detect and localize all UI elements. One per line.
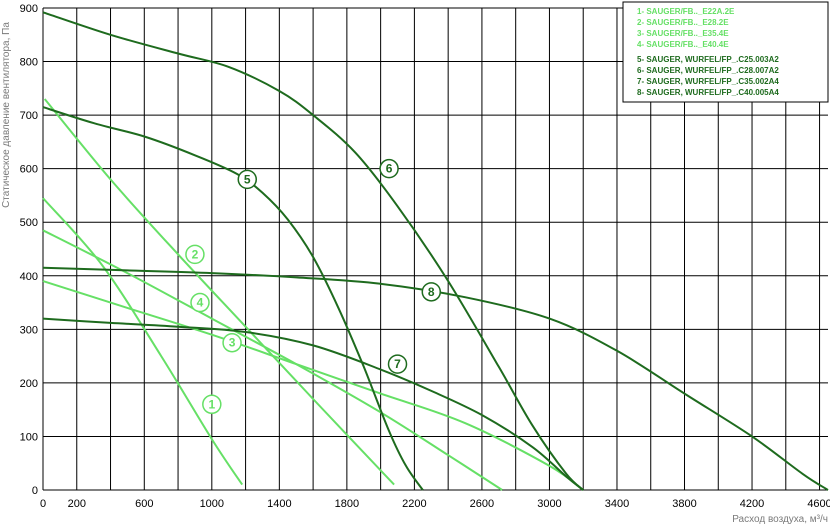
x-axis-title: Расход воздуха, м³/ч <box>732 514 828 525</box>
y-tick-label: 400 <box>20 271 38 283</box>
curves <box>42 11 829 491</box>
curve-marker-1 <box>202 394 222 415</box>
x-tick-label: 4200 <box>740 498 764 510</box>
curve-2 <box>43 98 395 486</box>
curve-marker-3 <box>222 332 242 353</box>
curve-8 <box>42 266 829 491</box>
y-axis-title: Статическое давление вентилятора, Па <box>1 22 12 208</box>
curve-marker-6 <box>379 158 399 179</box>
curve-marker-label-8: 8 <box>428 285 435 299</box>
curve-6 <box>42 11 584 491</box>
x-tick-label: 1000 <box>200 498 224 510</box>
legend-item-1: 1- SAUGER/FB.._E22A.2E <box>637 7 735 16</box>
y-tick-label: 100 <box>20 431 38 443</box>
y-tick-label: 700 <box>20 110 38 122</box>
legend-item-5: 5- SAUGER, WURFEL/FP_.C25.003A2 <box>637 55 779 64</box>
x-tick-labels: 0 200 600 1000 1400 1800 2200 2600 3000 3400 3800 4… <box>40 498 830 510</box>
legend-item-2: 2- SAUGER/FB.._E28.2E <box>637 18 729 27</box>
x-tick-label: 2600 <box>470 498 494 510</box>
x-tick-label: 2200 <box>402 498 426 510</box>
x-tick-label: 200 <box>68 498 86 510</box>
y-tick-label: 800 <box>20 57 38 69</box>
legend-item-7: 7- SAUGER, WURFEL/FP_.C35.002A4 <box>637 77 779 86</box>
curve-4 <box>42 280 584 491</box>
x-tick-label: 1800 <box>335 498 359 510</box>
curve-marker-label-7: 7 <box>394 357 401 371</box>
legend-item-8: 8- SAUGER, WURFEL/FP_.C40.005A4 <box>637 88 779 97</box>
y-tick-label: 300 <box>20 324 38 336</box>
curve-markers: 1 2 3 4 5 6 7 8 <box>185 158 442 415</box>
y-tick-label: 0 <box>32 485 38 497</box>
curve-7 <box>42 317 584 491</box>
curve-marker-5 <box>237 169 258 190</box>
curve-marker-7 <box>387 354 408 374</box>
y-tick-label: 500 <box>20 217 38 229</box>
x-tick-label: 3400 <box>605 498 629 510</box>
curve-marker-8 <box>421 282 442 302</box>
y-tick-label: 900 <box>20 3 38 15</box>
x-tick-label: 4600 <box>807 498 830 510</box>
curve-5 <box>42 106 424 491</box>
curve-1 <box>42 197 244 486</box>
x-tick-label: 1400 <box>267 498 291 510</box>
y-tick-label: 600 <box>20 164 38 176</box>
curve-marker-label-1: 1 <box>208 397 215 411</box>
legend-item-6: 6- SAUGER, WURFEL/FP_.C28.007A2 <box>637 66 779 75</box>
legend: 1- SAUGER/FB.._E22A.2E 2- SAUGER/FB.._E28… <box>637 7 779 97</box>
x-tick-label: 0 <box>40 498 46 510</box>
x-tick-label: 3800 <box>672 498 696 510</box>
curve-marker-label-4: 4 <box>197 296 204 310</box>
curve-marker-label-2: 2 <box>192 247 199 261</box>
legend-item-4: 4- SAUGER/FB.._E40.4E <box>637 40 729 49</box>
x-tick-label: 600 <box>135 498 153 510</box>
legend-item-3: 3- SAUGER/FB.._E35.4E <box>637 29 729 38</box>
curve-marker-4 <box>190 292 210 313</box>
curve-marker-label-6: 6 <box>386 162 393 176</box>
curve-marker-label-5: 5 <box>244 172 251 186</box>
legend-box <box>622 1 829 103</box>
y-tick-labels: 0 100 200 300 400 500 600 700 800 900 <box>20 3 38 497</box>
curve-marker-2 <box>185 244 205 265</box>
y-tick-label: 200 <box>20 378 38 390</box>
x-tick-label: 3000 <box>537 498 561 510</box>
curve-marker-label-3: 3 <box>229 336 236 350</box>
